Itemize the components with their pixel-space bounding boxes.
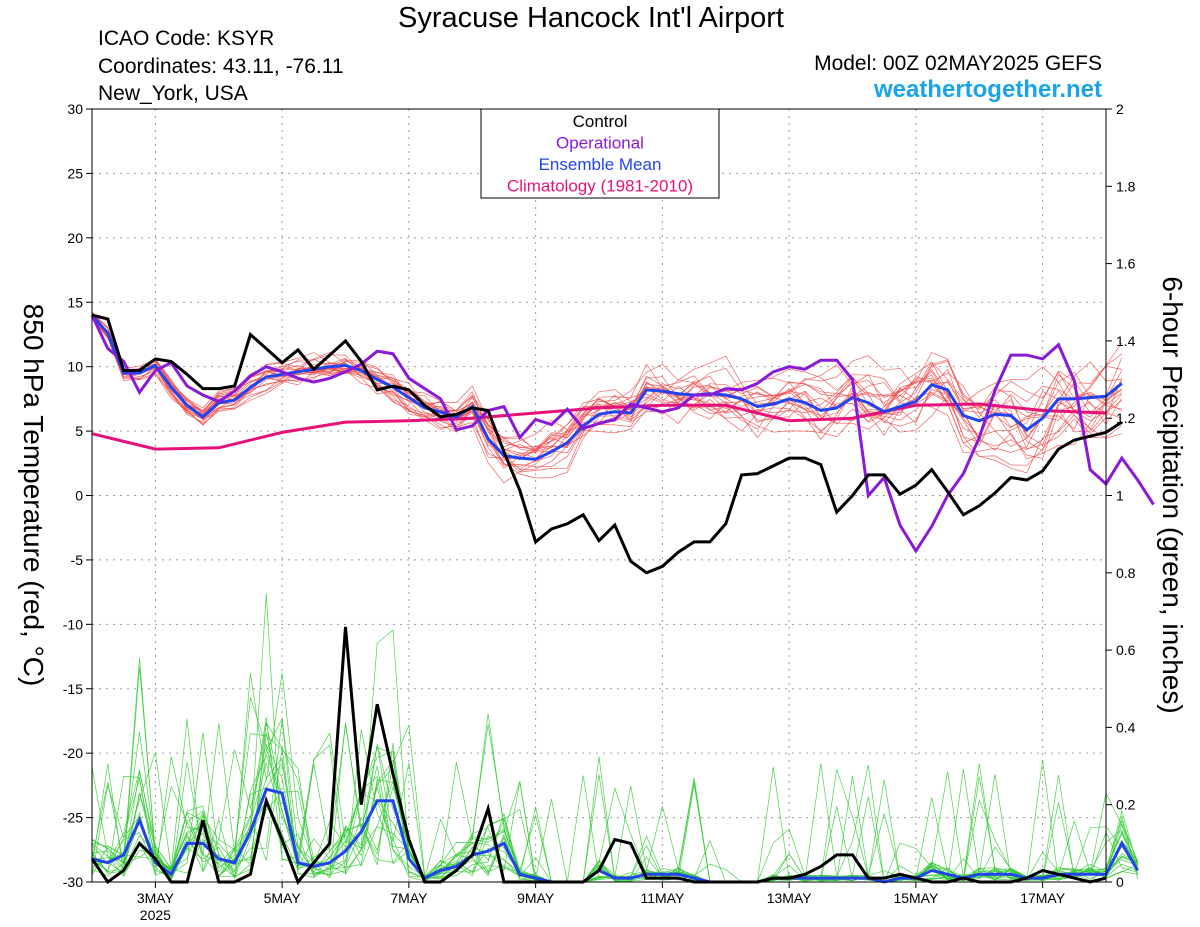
y-tick-label: -5 — [71, 552, 84, 568]
ensemble-member-temperature-line — [91, 318, 1122, 450]
operational-temperature-line — [90, 314, 1155, 554]
y-tick-label: -20 — [63, 745, 83, 761]
x-tick-sublabel: 2025 — [140, 907, 171, 923]
climatology-temperature-line — [91, 402, 1107, 451]
coordinates: Coordinates: 43.11, -76.11 — [98, 55, 344, 78]
x-tick-label: 7MAY — [390, 890, 428, 906]
y-tick-label: 0 — [75, 488, 83, 504]
location: New_York, USA — [98, 82, 248, 105]
y2-tick-label: 1.8 — [1116, 178, 1136, 194]
ensemble-member-precipitation-line — [91, 742, 1139, 883]
y2-tick-label: 1.4 — [1116, 333, 1136, 349]
ensemble-mean-temperature-line — [90, 314, 1123, 461]
y2-tick-label: 0.2 — [1116, 797, 1136, 813]
y2-tick-label: 0.8 — [1116, 565, 1136, 581]
ensemble-member-precipitation-line — [91, 729, 1138, 883]
legend-entry: Control — [573, 112, 628, 131]
y2-tick-label: 2 — [1116, 101, 1124, 117]
icao-code: ICAO Code: KSYR — [98, 27, 275, 50]
x-tick-label: 11MAY — [640, 890, 684, 906]
ensemble-member-temperature-line — [91, 318, 1123, 474]
x-tick-label: 15MAY — [893, 890, 939, 906]
control-temperature-line — [91, 313, 1123, 575]
ensemble-members-temperature — [91, 311, 1123, 484]
legend-entry: Ensemble Mean — [539, 155, 662, 174]
y-tick-label: -25 — [63, 810, 83, 826]
x-tick-label: 17MAY — [1020, 890, 1066, 906]
y-tick-label: 10 — [67, 359, 83, 375]
legend-box — [480, 108, 720, 199]
ensemble-member-precipitation-line — [91, 672, 1139, 883]
x-tick-label: 9MAY — [517, 890, 555, 906]
y-tick-label: 20 — [67, 230, 83, 246]
y2-tick-label: 0.4 — [1116, 719, 1136, 735]
model-run: Model: 00Z 02MAY2025 GEFS — [814, 52, 1102, 75]
y2-tick-label: 0.6 — [1116, 642, 1136, 658]
x-tick-label: 3MAY — [137, 890, 175, 906]
y-tick-label: 25 — [67, 165, 83, 181]
y-tick-label: 30 — [67, 101, 83, 117]
x-tick-label: 13MAY — [767, 890, 813, 906]
ensemble-member-temperature-line — [91, 315, 1123, 473]
ensemble-member-temperature-line — [91, 312, 1122, 460]
ensemble-member-temperature-line — [91, 313, 1123, 459]
legend-entry: Climatology (1981-2010) — [507, 177, 693, 196]
y2-tick-label: 1.2 — [1116, 410, 1136, 426]
y-tick-label: -30 — [63, 874, 83, 890]
ensemble-member-precipitation-line — [91, 743, 1139, 883]
chart-title: Syracuse Hancock Int'l Airport — [398, 2, 784, 34]
y-tick-label: 15 — [67, 294, 83, 310]
y2-tick-label: 0 — [1116, 874, 1124, 890]
site-link[interactable]: weathertogether.net — [873, 76, 1102, 103]
y-tick-label: -15 — [63, 681, 83, 697]
y2-tick-label: 1 — [1116, 488, 1124, 504]
y2-tick-label: 1.6 — [1116, 256, 1136, 272]
legend-entry: Operational — [556, 134, 644, 153]
ensemble-member-temperature-line — [91, 318, 1123, 454]
y-tick-label: -10 — [63, 616, 83, 632]
ensemble-member-temperature-line — [91, 314, 1123, 470]
y-tick-label: 5 — [75, 423, 83, 439]
x-tick-label: 5MAY — [264, 890, 302, 906]
